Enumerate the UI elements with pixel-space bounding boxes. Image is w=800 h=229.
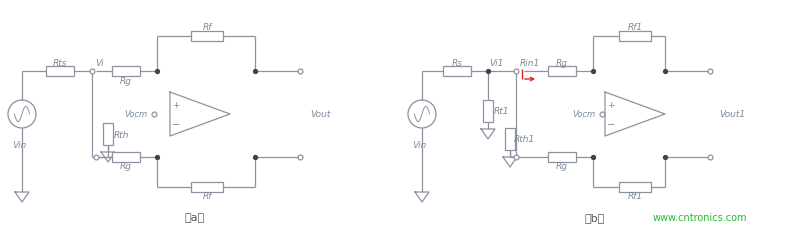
Text: Rin1: Rin1 xyxy=(520,58,540,67)
Bar xyxy=(548,67,576,77)
Text: Rf1: Rf1 xyxy=(627,192,642,201)
Text: Rg: Rg xyxy=(120,76,132,85)
Text: Vout: Vout xyxy=(310,110,330,119)
Bar xyxy=(548,152,576,162)
Text: Vocm: Vocm xyxy=(573,110,595,119)
Text: +: + xyxy=(607,100,614,109)
Text: www.cntronics.com: www.cntronics.com xyxy=(653,212,747,222)
Text: Rf: Rf xyxy=(202,192,212,201)
Text: Rth: Rth xyxy=(114,130,130,139)
Text: Vi: Vi xyxy=(96,59,104,68)
Text: Rg: Rg xyxy=(556,162,568,171)
Bar xyxy=(443,67,471,77)
Text: −: − xyxy=(172,119,180,129)
Bar xyxy=(46,67,74,77)
Text: （b）: （b） xyxy=(585,212,605,222)
Text: Vi1: Vi1 xyxy=(489,59,503,68)
Bar xyxy=(619,32,651,42)
Text: Vin: Vin xyxy=(412,140,426,149)
Bar xyxy=(112,152,140,162)
Text: Rf: Rf xyxy=(202,23,212,32)
Text: Rg: Rg xyxy=(556,58,568,67)
Bar xyxy=(505,128,515,150)
Bar xyxy=(112,67,140,77)
Text: Vout1: Vout1 xyxy=(719,110,745,119)
Bar xyxy=(619,182,651,192)
Bar xyxy=(103,123,113,145)
Text: Vocm: Vocm xyxy=(125,110,147,119)
Text: Vin: Vin xyxy=(12,140,26,149)
Text: （a）: （a） xyxy=(185,212,205,222)
Text: Rs: Rs xyxy=(451,59,462,68)
Text: Rg: Rg xyxy=(120,162,132,171)
Text: Rf1: Rf1 xyxy=(627,23,642,32)
Text: Rt1: Rt1 xyxy=(494,107,510,116)
Text: Rts: Rts xyxy=(53,59,67,68)
Text: +: + xyxy=(172,100,180,109)
Text: −: − xyxy=(607,119,615,129)
Text: Rth1: Rth1 xyxy=(514,135,534,144)
Bar xyxy=(191,182,223,192)
Bar xyxy=(483,101,493,123)
Bar xyxy=(191,32,223,42)
